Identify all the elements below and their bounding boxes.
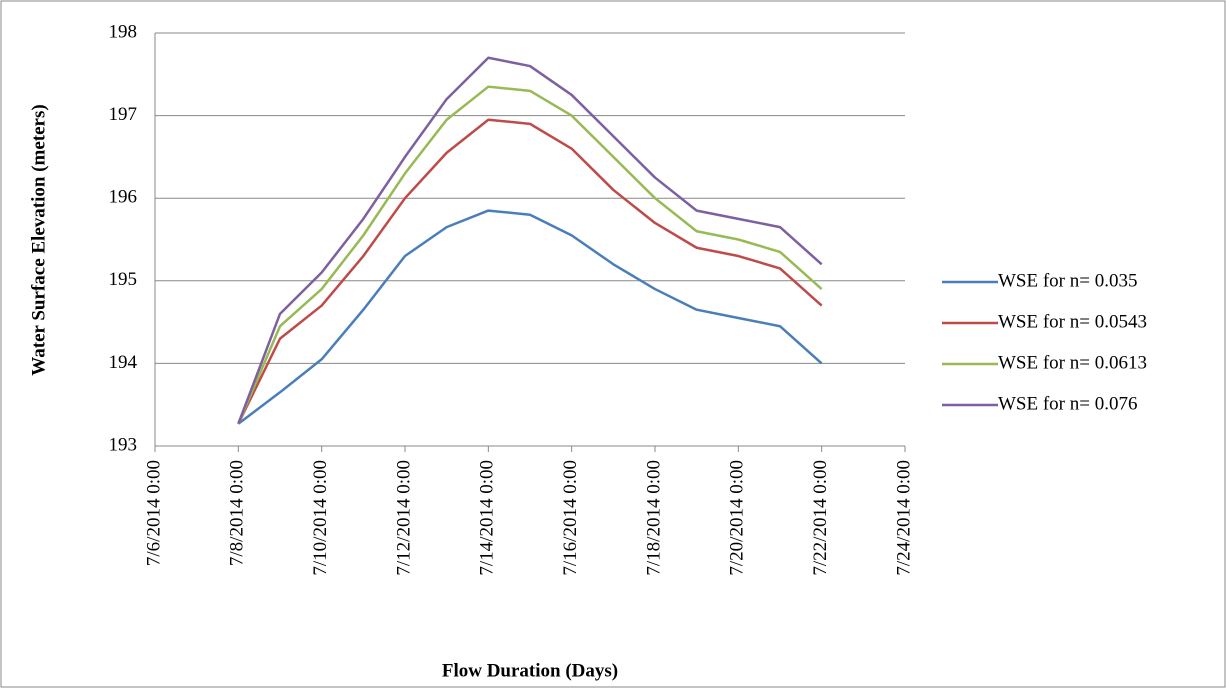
x-tick-label: 7/10/2014 0:00 [310,460,331,576]
chart-border [1,1,1225,687]
y-axis-title: Water Surface Elevation (meters) [28,104,49,375]
x-tick-label: 7/14/2014 0:00 [477,460,498,576]
x-tick-label: 7/12/2014 0:00 [393,460,414,576]
y-tick-label: 193 [109,434,138,455]
y-tick-label: 195 [109,269,138,290]
legend-label: WSE for n= 0.0613 [998,352,1147,373]
x-tick-label: 7/18/2014 0:00 [643,460,664,576]
y-tick-label: 197 [109,104,138,125]
y-tick-label: 196 [109,187,138,208]
x-tick-label: 7/24/2014 0:00 [893,460,914,576]
x-tick-label: 7/6/2014 0:00 [143,460,164,566]
x-tick-label: 7/22/2014 0:00 [810,460,831,576]
chart: Flow Duration (Days) Water Surface Eleva… [0,0,1226,688]
y-tick-label: 198 [109,21,138,42]
legend-label: WSE for n= 0.076 [998,393,1137,414]
x-tick-label: 7/16/2014 0:00 [560,460,581,576]
legend-label: WSE for n= 0.035 [998,270,1137,291]
legend-label: WSE for n= 0.0543 [998,311,1147,332]
y-tick-label: 194 [109,352,138,373]
x-axis-title: Flow Duration (Days) [442,660,618,681]
x-tick-label: 7/8/2014 0:00 [227,460,248,566]
x-tick-label: 7/20/2014 0:00 [727,460,748,576]
